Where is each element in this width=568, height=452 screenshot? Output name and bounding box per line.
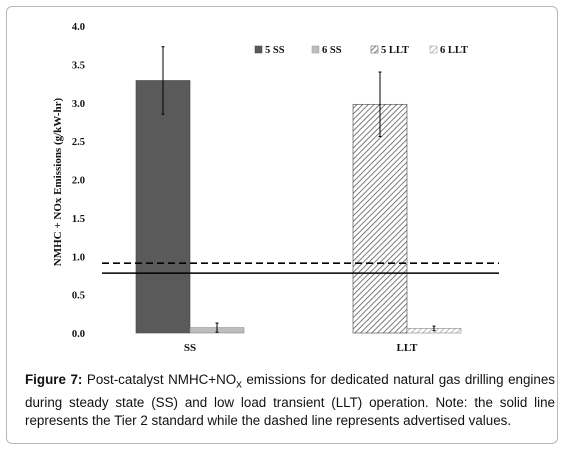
y-axis-label: NMHC + NOx Emissions (g/kW-hr) (52, 97, 64, 266)
legend-swatch (311, 45, 320, 54)
legend-label: 6 SS (322, 45, 342, 56)
caption-text-2: emissions for dedicated natural gas dril… (25, 372, 555, 428)
y-tick-label: 0.0 (72, 329, 85, 340)
legend-swatch (254, 45, 263, 54)
y-tick-label: 3.5 (72, 60, 85, 71)
x-tick-label: LLT (396, 342, 418, 354)
caption-text-1: Post-catalyst NMHC+NO (82, 372, 237, 387)
legend-label: 5 SS (265, 45, 285, 56)
figure-frame: 0.0 0.5 1.0 1.5 2.0 2.5 3.0 3.5 4.0 SS LLT 5 SS 6 … (6, 6, 558, 444)
caption-subscript: x (236, 378, 242, 391)
legend-swatch (429, 45, 438, 54)
legend-swatch (370, 45, 379, 54)
legend-label: 5 LLT (381, 45, 409, 56)
chart: 0.0 0.5 1.0 1.5 2.0 2.5 3.0 3.5 4.0 SS LLT 5 SS 6 … (52, 22, 499, 354)
bar-5-ss (135, 80, 191, 334)
y-tick-label: 1.0 (72, 252, 85, 263)
legend-label: 6 LLT (440, 45, 468, 56)
y-tick-label: 4.0 (72, 22, 85, 33)
x-tick-label: SS (184, 342, 196, 354)
y-tick-label: 3.0 (72, 99, 85, 110)
figure-caption: Figure 7: Post-catalyst NMHC+NOx emissio… (25, 371, 555, 429)
y-tick-label: 2.5 (72, 137, 85, 148)
y-tick-label: 1.5 (72, 214, 85, 225)
y-tick-label: 0.5 (72, 291, 85, 302)
y-tick-label: 2.0 (72, 176, 85, 187)
caption-label: Figure 7: (25, 372, 83, 387)
bar-5-llt (352, 103, 408, 334)
